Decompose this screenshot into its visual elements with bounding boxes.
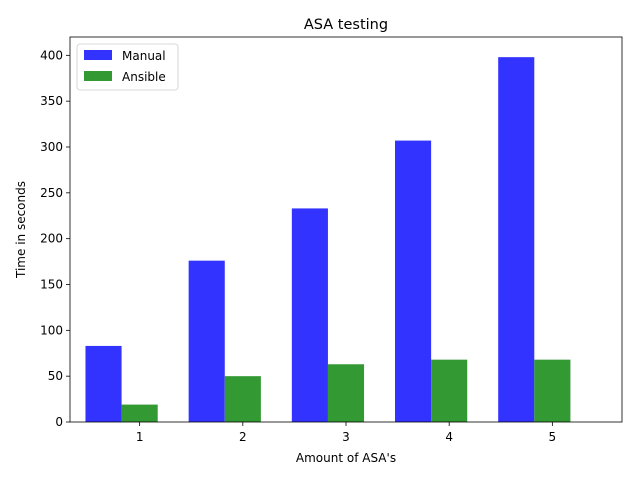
bar-ansible-3 (327, 364, 365, 422)
axes-frame (69, 36, 623, 423)
y-tick-label: 350 (40, 94, 63, 108)
y-axis-title: Time in seconds (14, 181, 28, 279)
bar-manual-5 (498, 57, 535, 423)
y-tick-label: 50 (48, 369, 63, 383)
bar-ansible-4 (431, 359, 468, 422)
y-tick-label: 200 (40, 232, 63, 246)
y-tick-label: 0 (55, 415, 63, 429)
chart-title: ASA testing (304, 17, 388, 33)
bar-ansible-2 (224, 376, 261, 422)
legend: Manual Ansible (76, 43, 179, 91)
bar-manual-3 (291, 208, 328, 422)
x-axis-title: Amount of ASA's (296, 451, 396, 465)
legend-label-manual: Manual (122, 49, 166, 63)
bar-manual-2 (188, 260, 225, 422)
y-tick-label: 250 (40, 186, 63, 200)
legend-label-ansible: Ansible (122, 70, 166, 84)
y-tick-label: 300 (40, 140, 63, 154)
x-tick-label: 3 (342, 430, 350, 444)
legend-swatch-ansible (84, 71, 112, 81)
bar-manual-1 (85, 345, 122, 422)
y-tick-label: 400 (40, 48, 63, 62)
bar-manual-4 (395, 140, 432, 423)
bar-ansible-5 (534, 359, 571, 422)
y-tick-label: 150 (40, 278, 63, 292)
legend-swatch-manual (84, 50, 112, 60)
x-tick-label: 5 (549, 430, 557, 444)
y-tick-label: 100 (40, 323, 63, 337)
x-tick-label: 4 (445, 430, 453, 444)
x-tick-label: 2 (239, 430, 247, 444)
bar-ansible-1 (121, 404, 158, 422)
x-tick-label: 1 (136, 430, 144, 444)
